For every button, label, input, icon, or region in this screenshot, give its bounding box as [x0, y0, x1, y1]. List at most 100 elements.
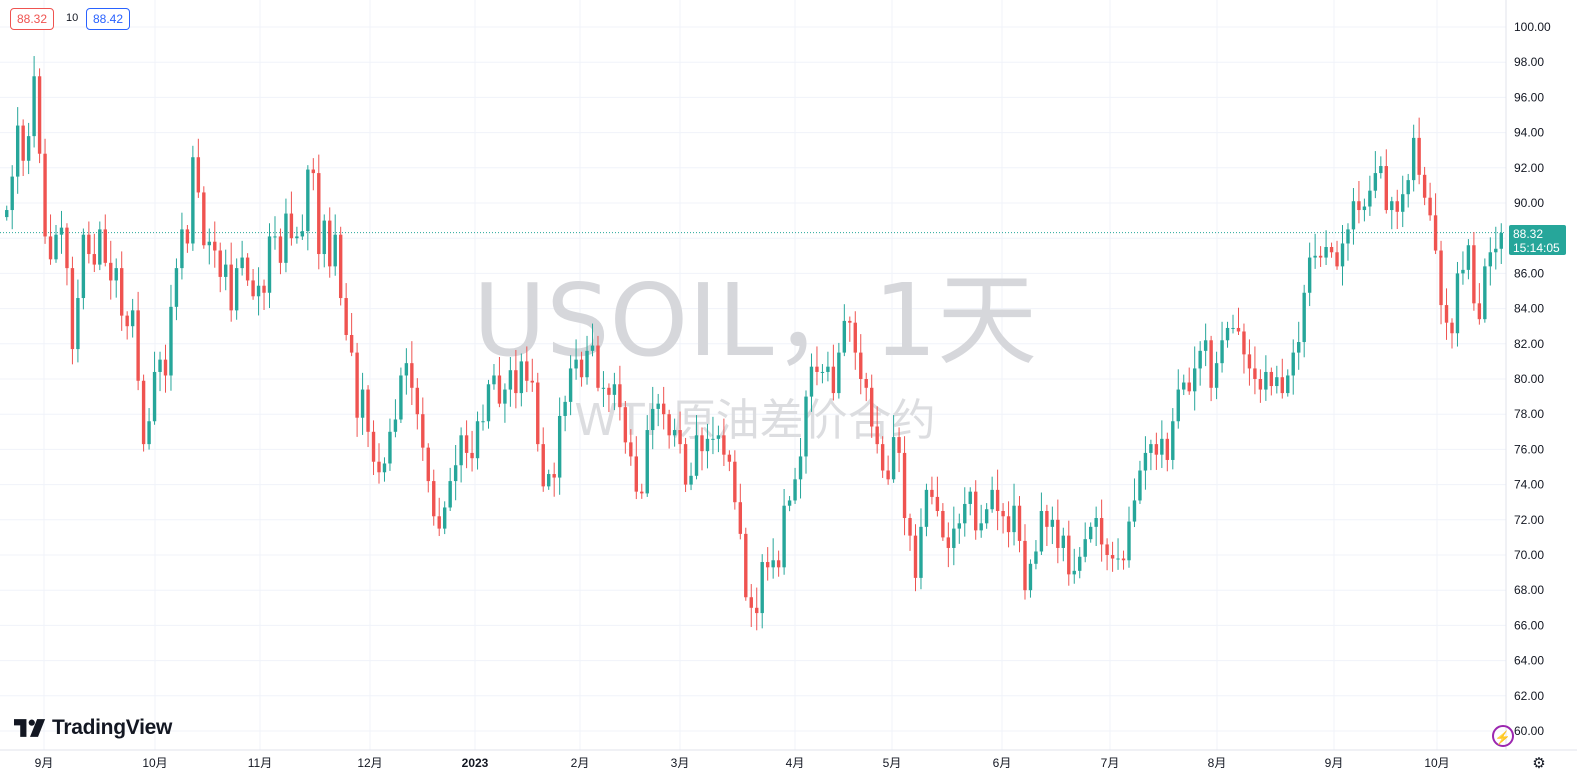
candle-body — [1160, 438, 1164, 455]
candle-body — [957, 523, 961, 529]
candle-body — [1012, 505, 1016, 533]
candle-body — [415, 387, 420, 415]
candle — [497, 357, 502, 408]
settings-gear-icon[interactable]: ⚙ — [1532, 755, 1546, 772]
candle-body — [1138, 470, 1142, 501]
candle — [1110, 541, 1115, 572]
candle-body — [897, 437, 901, 453]
candle — [1351, 188, 1356, 245]
price-tick-label: 92.00 — [1514, 161, 1544, 175]
candle-body — [738, 502, 743, 534]
candle — [382, 457, 387, 482]
candle-body — [311, 169, 316, 174]
candle-body — [804, 396, 808, 457]
lightning-icon[interactable]: ⚡ — [1492, 725, 1514, 747]
candle — [37, 68, 42, 164]
candle-body — [1472, 245, 1476, 304]
tradingview-logo[interactable]: TradingView — [14, 716, 172, 740]
candle-body — [295, 236, 299, 239]
candle — [1176, 369, 1180, 429]
candle — [1160, 420, 1164, 468]
candle-body — [202, 192, 206, 246]
candle-body — [141, 380, 146, 445]
candle — [1192, 346, 1197, 411]
candle-body — [1149, 444, 1153, 453]
candle — [1220, 321, 1224, 373]
candle — [355, 342, 359, 437]
candle-body — [711, 438, 715, 440]
candle — [70, 256, 75, 365]
candle — [1291, 339, 1295, 395]
candle — [262, 279, 266, 310]
candle-body — [1357, 201, 1361, 211]
candle — [837, 342, 841, 399]
bid-price-button[interactable]: 88.32 — [10, 8, 55, 30]
candle — [744, 527, 748, 601]
candle — [1056, 499, 1060, 564]
time-tick-label: 12月 — [357, 756, 382, 770]
candle — [98, 221, 102, 271]
candle-body — [508, 370, 513, 390]
candle-body — [1444, 305, 1449, 323]
candle — [224, 249, 228, 291]
candle — [1001, 503, 1005, 534]
candle — [886, 455, 890, 485]
candle — [552, 462, 556, 497]
candle — [349, 313, 354, 357]
candle-body — [1236, 327, 1241, 332]
candle-body — [629, 442, 633, 457]
candle — [990, 476, 994, 513]
candle-body — [245, 257, 250, 281]
candle-body — [1340, 243, 1345, 267]
candle-body — [1488, 252, 1493, 267]
candle — [1411, 124, 1416, 192]
candle — [755, 587, 759, 631]
candle — [1132, 478, 1137, 528]
candle — [1253, 346, 1257, 395]
candle-body — [1329, 247, 1334, 253]
candle-body — [1067, 535, 1071, 575]
price-axis[interactable]: 100.0098.0096.0094.0092.0090.0088.0086.0… — [1514, 20, 1551, 738]
candle-body — [946, 537, 951, 548]
candle-body — [875, 426, 879, 445]
candle-body — [169, 306, 173, 376]
candle-body — [984, 509, 989, 524]
candle — [705, 423, 710, 469]
candle-body — [995, 489, 1000, 511]
candle-body — [1165, 438, 1170, 460]
candle — [738, 483, 743, 540]
candle-body — [344, 298, 348, 335]
candle-body — [1253, 368, 1257, 379]
candle — [103, 214, 107, 267]
candle-body — [809, 366, 814, 397]
candle-body — [70, 268, 75, 350]
candle — [585, 335, 589, 385]
candle-body — [1061, 535, 1066, 548]
candle-body — [798, 456, 803, 480]
time-tick-label: 6月 — [993, 756, 1012, 770]
candle — [464, 420, 469, 469]
candle-body — [820, 371, 825, 373]
candle-body — [1182, 382, 1186, 390]
price-tick-label: 100.00 — [1514, 20, 1551, 34]
ask-price-button[interactable]: 88.42 — [86, 8, 131, 30]
candle-body — [585, 350, 589, 378]
candle-body — [442, 507, 447, 529]
price-tick-label: 94.00 — [1514, 126, 1544, 140]
candle-body — [853, 322, 857, 353]
candle — [54, 225, 58, 263]
candle — [1472, 232, 1476, 311]
candle-body — [530, 380, 534, 383]
candle-body — [382, 463, 387, 473]
candle — [503, 383, 507, 423]
time-axis[interactable]: 9月 10月 11月 12月 2023 2月 3月 4月 5月 6月 7月 8月 9月 10月 — [35, 756, 1450, 770]
candle — [919, 508, 923, 590]
time-tick-label: 8月 — [1208, 756, 1227, 770]
candle — [240, 240, 244, 276]
candle-body — [289, 213, 294, 239]
candle — [1203, 323, 1208, 367]
candle — [1116, 538, 1120, 570]
candle — [366, 385, 370, 448]
candle — [10, 165, 14, 230]
